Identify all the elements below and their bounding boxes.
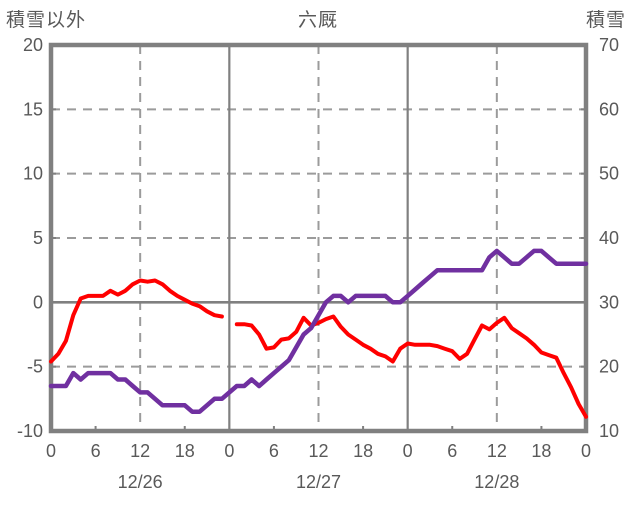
non-snow-series-line (49, 278, 588, 419)
snow-depth-line (48, 248, 589, 414)
axis-tick-label: 12/27 (296, 472, 341, 492)
axis-tick-label: 20 (23, 35, 43, 55)
axis-tick-label: 60 (599, 99, 619, 119)
axis-tick-label: 18 (531, 441, 551, 461)
gridlines (51, 45, 586, 431)
axis-tick-label: 0 (46, 441, 56, 461)
axis-tick-label: 18 (353, 441, 373, 461)
axis-tick-label: 0 (581, 441, 591, 461)
axis-tick-label: 12/28 (474, 472, 519, 492)
axis-tick-label: 30 (599, 292, 619, 312)
axis-tick-label: 0 (224, 441, 234, 461)
axis-tick-label: 12 (130, 441, 150, 461)
axis-tick-label: 5 (33, 228, 43, 248)
axis-tick-label: 0 (403, 441, 413, 461)
chart-title: 六厩 (297, 10, 338, 31)
axis-tick-label: 12 (487, 441, 507, 461)
axis-tick-label: 12 (308, 441, 328, 461)
axis-tick-label: -10 (17, 421, 43, 441)
axis-tick-label: 10 (599, 421, 619, 441)
axis-tick-label: 6 (269, 441, 279, 461)
axis-tick-label: 12/26 (118, 472, 163, 492)
axis-tick-label: 6 (447, 441, 457, 461)
axis-tick-label: 0 (33, 292, 43, 312)
axis-tick-label: 20 (599, 357, 619, 377)
plot-border (48, 42, 589, 434)
axis-tick-label: 6 (91, 441, 101, 461)
axis-tick-label: 50 (599, 164, 619, 184)
axis-tick-label: 15 (23, 99, 43, 119)
left-axis-title: 積雪以外 (6, 10, 87, 31)
axis-tick-label: -5 (27, 357, 43, 377)
axis-tick-label: 40 (599, 228, 619, 248)
axis-tick-label: 18 (175, 441, 195, 461)
axis-tick-label: 10 (23, 164, 43, 184)
right-axis-title: 積雪 (585, 10, 626, 31)
axis-tick-label: 70 (599, 35, 619, 55)
